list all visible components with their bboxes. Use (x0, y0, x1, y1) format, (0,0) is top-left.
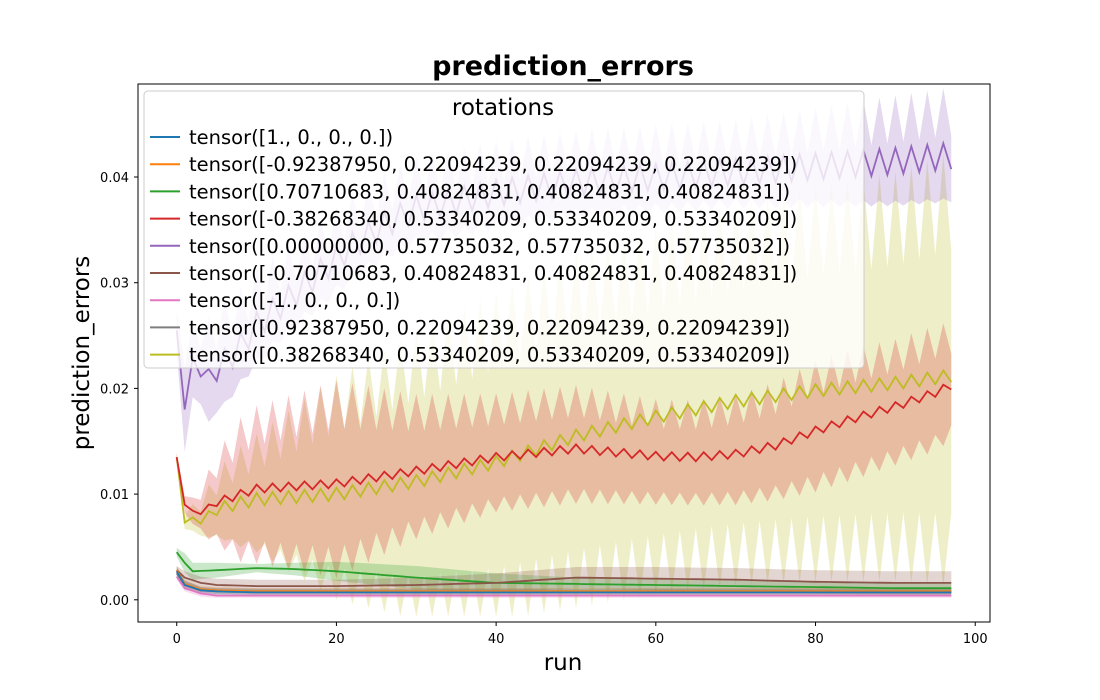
series-line (175, 576, 952, 597)
legend: rotations tensor([1., 0., 0., 0.]) tensor… (143, 90, 865, 369)
y-tick-label: 0.03 (100, 277, 129, 292)
y-tick-label: 0.00 (100, 594, 129, 609)
legend-entry-label: tensor([1., 0., 0., 0.]) (189, 126, 393, 149)
series-line (175, 551, 952, 590)
x-tick-label: 0 (173, 632, 181, 647)
x-tick-label: 60 (648, 632, 665, 647)
x-tick-label: 20 (328, 632, 345, 647)
series-line (175, 569, 952, 593)
x-axis-label: run (544, 650, 583, 676)
series-band (176, 566, 952, 595)
legend-entry-label: tensor([-0.92387950, 0.22094239, 0.22094… (189, 153, 797, 176)
series-line (175, 570, 952, 594)
x-tick-label: 80 (807, 632, 824, 647)
legend-entry-label: tensor([0.00000000, 0.57735032, 0.577350… (189, 235, 790, 258)
legend-entry-label: tensor([0.70710683, 0.40824831, 0.408248… (189, 180, 790, 203)
legend-entry-label: tensor([-0.38268340, 0.53340209, 0.53340… (189, 208, 797, 231)
y-axis: 0.00 0.01 0.02 0.03 0.04 (100, 171, 138, 609)
series-line (175, 383, 952, 516)
legend-entry-label: tensor([-1., 0., 0., 0.]) (189, 289, 400, 312)
legend-entry-label: tensor([-0.70710683, 0.40824831, 0.40824… (189, 262, 797, 285)
x-tick-label: 40 (488, 632, 505, 647)
plot-frame (137, 83, 991, 623)
legend-entry-label: tensor([0.92387950, 0.22094239, 0.220942… (189, 316, 790, 339)
series-line (176, 569, 952, 587)
x-tick-label: 100 (963, 632, 988, 647)
x-axis: 0 20 40 60 80 100 (173, 622, 988, 647)
legend-box (143, 90, 865, 369)
chart-title: prediction_errors (432, 51, 694, 82)
legend-entry-label: tensor([0.38268340, 0.53340209, 0.533402… (189, 344, 790, 367)
y-tick-label: 0.04 (100, 171, 129, 186)
series-line (175, 368, 953, 526)
series-band (176, 548, 952, 594)
legend-title: rotations (452, 95, 554, 121)
y-tick-label: 0.01 (100, 488, 129, 503)
y-tick-label: 0.02 (100, 382, 129, 397)
y-axis-label: prediction_errors (69, 256, 95, 451)
